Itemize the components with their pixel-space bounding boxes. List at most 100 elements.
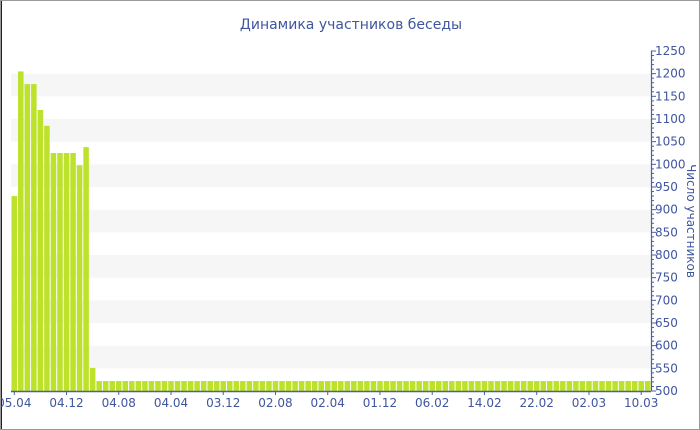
bar: [547, 381, 553, 391]
x-tick-label: 22.02: [520, 396, 554, 410]
x-tick-label: 04.04: [154, 396, 188, 410]
bar: [370, 381, 377, 391]
bar: [161, 381, 168, 391]
bar: [364, 381, 370, 391]
y-tick-label: 1200: [655, 67, 686, 81]
bar: [475, 381, 481, 391]
bar: [259, 381, 266, 391]
grid-band: [11, 345, 651, 369]
bar: [246, 381, 253, 391]
y-tick-label: 500: [655, 384, 678, 398]
grid-band: [11, 73, 651, 97]
bar: [181, 381, 187, 391]
bar: [507, 381, 514, 391]
bar: [266, 381, 272, 391]
grid-band: [11, 255, 651, 278]
bar: [344, 381, 351, 391]
bar: [377, 381, 383, 391]
y-axis-label: Число участников: [684, 164, 698, 278]
bar: [305, 381, 311, 391]
y-tick-label: 1150: [655, 89, 686, 103]
bar: [357, 381, 364, 391]
bar: [292, 381, 298, 391]
bar: [351, 381, 357, 391]
bar: [403, 381, 409, 391]
bar: [272, 381, 279, 391]
bar: [481, 381, 488, 391]
bar: [253, 381, 259, 391]
x-tick-label: 05.04: [1, 396, 31, 410]
bar: [390, 381, 396, 391]
bar: [435, 381, 442, 391]
x-tick-label: 04.12: [49, 396, 83, 410]
bar: [631, 381, 638, 391]
bar: [50, 153, 57, 391]
bar: [644, 381, 651, 391]
y-tick-label: 900: [655, 203, 678, 217]
bar: [76, 165, 83, 391]
bar: [409, 381, 416, 391]
bar: [168, 381, 174, 391]
bar: [24, 84, 31, 391]
y-tick-label: 1000: [655, 157, 686, 171]
bar: [213, 381, 220, 391]
y-tick-label: 750: [655, 271, 678, 285]
bar: [37, 109, 44, 392]
bar: [573, 381, 579, 391]
y-tick-label: 1250: [655, 44, 686, 58]
bar: [115, 381, 122, 391]
bar: [592, 381, 599, 391]
bar: [44, 125, 50, 392]
x-tick-label: 02.08: [258, 396, 292, 410]
bar: [462, 381, 468, 391]
bar: [148, 381, 155, 391]
bar: [18, 71, 24, 392]
grid-band: [11, 119, 651, 142]
y-tick-label: 850: [655, 225, 678, 239]
bar: [174, 381, 181, 391]
bar: [279, 381, 285, 391]
bar: [89, 367, 96, 391]
bar: [638, 381, 644, 391]
bar: [338, 381, 344, 391]
bar: [331, 381, 338, 391]
bar: [605, 381, 612, 391]
bar: [494, 381, 501, 391]
bar: [488, 381, 494, 391]
y-tick-label: 650: [655, 316, 678, 330]
bar: [200, 381, 207, 391]
bar: [285, 381, 292, 391]
bar: [429, 381, 435, 391]
bar: [560, 381, 566, 391]
bar: [155, 381, 161, 391]
y-tick-label: 550: [655, 361, 678, 375]
bar: [324, 381, 331, 391]
grid-band: [11, 209, 651, 233]
bar: [220, 381, 227, 391]
x-tick-label: 02.04: [311, 396, 345, 410]
x-tick-label: 02.03: [572, 396, 606, 410]
bar: [122, 381, 129, 391]
bar: [533, 381, 540, 391]
bar: [96, 381, 102, 391]
bar: [618, 381, 625, 391]
bar: [468, 381, 475, 391]
chart-title: Динамика участников беседы: [240, 17, 462, 33]
bar: [187, 381, 194, 391]
y-tick-label: 600: [655, 339, 678, 353]
bar: [233, 381, 240, 391]
bar: [63, 153, 70, 391]
bar: [31, 84, 37, 391]
bar: [70, 153, 76, 391]
x-tick-label: 10.03: [624, 396, 658, 410]
bar: [579, 381, 586, 391]
grid-band: [11, 164, 651, 187]
bar: [514, 381, 520, 391]
bar: [298, 381, 305, 391]
bar: [142, 381, 148, 391]
bar: [599, 381, 605, 391]
bar: [227, 381, 233, 391]
y-tick-label: 800: [655, 248, 678, 262]
bar: [553, 381, 560, 391]
